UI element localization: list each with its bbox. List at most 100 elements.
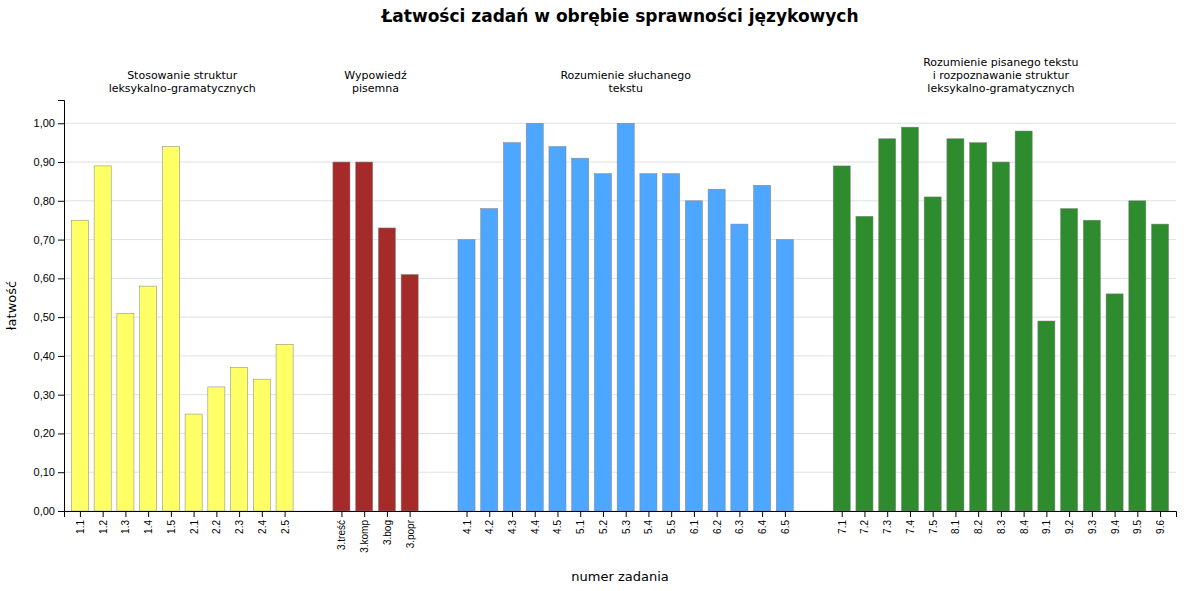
bar (901, 127, 918, 511)
y-axis-title: łatwość (4, 281, 19, 330)
bar (185, 414, 202, 511)
bar (856, 216, 873, 511)
tick-mark (648, 511, 649, 517)
tick: 1,00 (34, 117, 64, 129)
chart: 0,000,100,200,300,400,500,600,700,800,90… (0, 0, 1196, 591)
tick-label: 1.2 (98, 520, 109, 534)
bar (970, 143, 987, 511)
tick-mark (58, 123, 64, 124)
tick: 0,70 (34, 234, 64, 246)
tick-mark (626, 511, 627, 517)
bar (685, 201, 702, 511)
tick-mark (58, 395, 64, 396)
tick: 9.1 (1041, 511, 1052, 534)
tick-label: 7.5 (928, 520, 939, 534)
plot: 0,000,100,200,300,400,500,600,700,800,90… (34, 56, 1177, 553)
tick: 5.2 (598, 511, 609, 534)
bar (333, 162, 350, 511)
tick: 9.4 (1110, 511, 1121, 534)
tick: 7.2 (859, 511, 870, 534)
tick-label: 8.2 (973, 520, 984, 534)
tick-mark (58, 201, 64, 202)
tick-label: 0,30 (34, 389, 55, 401)
tick: 3.treść (336, 511, 347, 550)
tick: 0,00 (34, 505, 64, 517)
tick-label: 1.5 (166, 520, 177, 534)
bar (947, 139, 964, 511)
tick: 4.4 (530, 511, 541, 534)
tick-label: 7.1 (837, 520, 848, 534)
group-label: Rozumienie pisanego tekstui rozpoznawani… (923, 56, 1078, 95)
tick: 6.5 (780, 511, 791, 534)
tick-label: 7.4 (905, 520, 916, 534)
tick-label: 0,20 (34, 427, 55, 439)
tick-mark (467, 511, 468, 517)
title: Łatwości zadań w obrębie sprawności języ… (380, 6, 858, 26)
tick-mark (535, 511, 536, 517)
x-axis-title: numer zadania (571, 569, 668, 584)
bar (231, 368, 248, 511)
bar (276, 344, 293, 511)
y-axis: 0,000,100,200,300,400,500,600,700,800,90… (34, 101, 65, 518)
tick-label: 0,60 (34, 272, 55, 284)
tick-mark (717, 511, 718, 517)
tick-label: 1.4 (143, 520, 154, 534)
tick-label: 0,00 (34, 505, 55, 517)
tick-label: 4.4 (530, 520, 541, 534)
tick: 0,50 (34, 311, 64, 323)
bar (549, 147, 566, 511)
tick: 7.1 (837, 511, 848, 534)
tick-label: 1.1 (75, 520, 86, 534)
bar (253, 379, 270, 511)
tick-label: 8.4 (1019, 520, 1030, 534)
tick-mark (557, 511, 558, 517)
tick: 2.5 (280, 511, 291, 534)
tick-label: 6.1 (689, 520, 700, 534)
tick: 4.2 (484, 511, 495, 534)
bar (94, 166, 111, 511)
tick-mark (58, 433, 64, 434)
tick: 4.3 (507, 511, 518, 534)
tick-mark (364, 511, 365, 517)
tick-label: 2.4 (257, 520, 268, 534)
tick-label: 7.3 (882, 520, 893, 534)
bar (924, 197, 941, 511)
tick-mark (694, 511, 695, 517)
tick-mark (1160, 511, 1161, 517)
tick: 9.2 (1064, 511, 1075, 534)
bar (458, 240, 475, 511)
bar (162, 147, 179, 511)
bar (140, 286, 157, 511)
bar (503, 143, 520, 511)
tick: 0,20 (34, 427, 64, 439)
bar (572, 158, 589, 511)
tick-label: 1.3 (120, 520, 131, 534)
tick-mark (842, 511, 843, 517)
tick-label: 2.5 (280, 520, 291, 534)
tick-label: 4.5 (552, 520, 563, 534)
bar (640, 174, 657, 511)
tick-label: 0,40 (34, 350, 55, 362)
bar (992, 162, 1009, 511)
tick-mark (58, 511, 64, 512)
axis-line (65, 512, 1177, 518)
tick-mark (125, 511, 126, 517)
tick-mark (933, 511, 934, 517)
tick: 3.bog (382, 511, 393, 545)
tick-label: 9.4 (1110, 520, 1121, 534)
tick-label: 3.komp (359, 520, 370, 553)
tick: 1.3 (120, 511, 131, 534)
tick-label: 6.3 (734, 520, 745, 534)
tick-mark (1024, 511, 1025, 517)
tick: 5.5 (666, 511, 677, 534)
tick-label: 5.3 (621, 520, 632, 534)
tick-mark (58, 472, 64, 473)
group-label-line: tekstu (608, 82, 642, 95)
tick-label: 4.3 (507, 520, 518, 534)
tick-mark (194, 511, 195, 517)
tick: 0,10 (34, 466, 64, 478)
tick-label: 2.3 (234, 520, 245, 534)
tick-label: 0,70 (34, 234, 55, 246)
bar (1129, 201, 1146, 511)
group-label-line: Rozumienie słuchanego (560, 69, 691, 82)
